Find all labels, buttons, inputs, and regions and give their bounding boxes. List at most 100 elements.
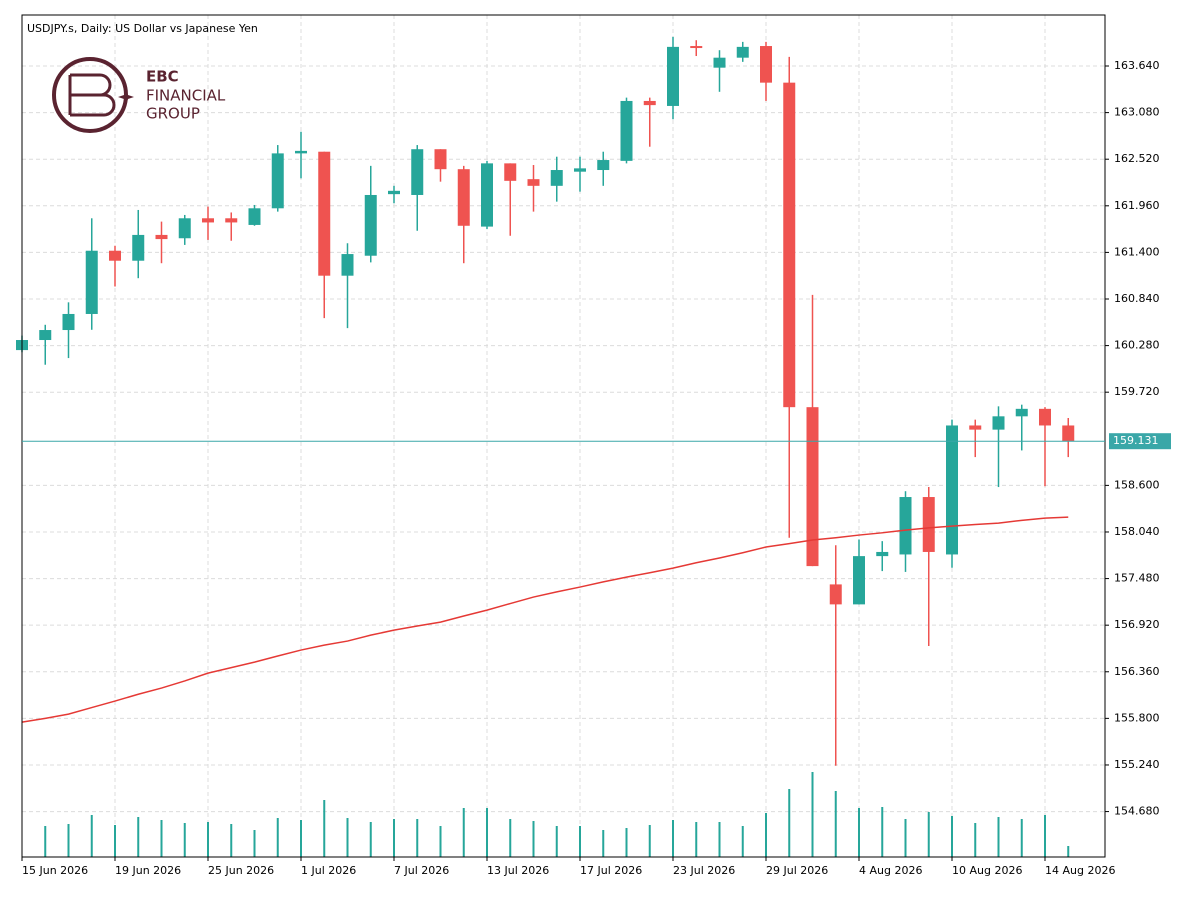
candle-body bbox=[1062, 425, 1075, 442]
volume-bar bbox=[765, 813, 767, 857]
volume-bar bbox=[346, 818, 349, 857]
volume-bar bbox=[532, 821, 535, 857]
volume-bar bbox=[90, 815, 93, 857]
volume-bar bbox=[230, 824, 233, 857]
candle-body bbox=[434, 149, 447, 170]
volume-bar bbox=[369, 822, 372, 857]
volume-bar bbox=[951, 816, 953, 857]
volume-bar bbox=[114, 825, 116, 857]
volume-bar bbox=[927, 812, 930, 857]
volume-bar bbox=[300, 820, 302, 857]
volume-bar bbox=[137, 817, 140, 857]
candle-body bbox=[667, 46, 679, 106]
y-tick-label: 160.280 bbox=[1114, 339, 1160, 352]
candle-body bbox=[39, 330, 52, 341]
candle-body bbox=[783, 82, 796, 408]
y-tick-label: 157.480 bbox=[1114, 572, 1160, 585]
y-tick-label: 155.240 bbox=[1114, 758, 1160, 771]
candle-body bbox=[62, 313, 75, 331]
y-tick-label: 158.040 bbox=[1114, 525, 1160, 538]
candle-body bbox=[829, 584, 842, 605]
candle-body bbox=[597, 160, 610, 171]
candle-body bbox=[713, 57, 726, 68]
candle-body bbox=[364, 194, 377, 256]
y-tick-label: 154.680 bbox=[1114, 805, 1160, 818]
candle-body bbox=[899, 497, 912, 555]
candle-body bbox=[504, 163, 517, 181]
x-tick-label: 1 Jul 2026 bbox=[301, 864, 356, 877]
volume-bar bbox=[323, 800, 326, 857]
logo-line1: FINANCIAL bbox=[146, 87, 226, 105]
volume-bar bbox=[276, 818, 279, 857]
volume-bar bbox=[997, 817, 1000, 857]
x-tick-label: 13 Jul 2026 bbox=[487, 864, 549, 877]
y-tick-label: 156.360 bbox=[1114, 665, 1160, 678]
candle-body bbox=[225, 218, 238, 223]
volume-bar bbox=[462, 808, 465, 857]
y-tick-label: 162.520 bbox=[1114, 152, 1160, 165]
candle-body bbox=[202, 218, 214, 223]
candle-body bbox=[922, 497, 935, 552]
y-tick-label: 158.600 bbox=[1114, 478, 1160, 491]
volume-bar bbox=[974, 823, 977, 857]
logo-line2: GROUP bbox=[146, 105, 200, 123]
candle-body bbox=[992, 416, 1005, 430]
volume-bar bbox=[486, 808, 488, 857]
volume-bar bbox=[741, 826, 744, 857]
y-tick-label: 161.400 bbox=[1114, 245, 1160, 258]
candle-body bbox=[132, 234, 145, 261]
volume-bar bbox=[416, 819, 419, 857]
grid-layer bbox=[21, 15, 1105, 857]
moving-average bbox=[21, 516, 1069, 723]
volume-bar bbox=[207, 822, 209, 857]
x-tick-label: 17 Jul 2026 bbox=[580, 864, 642, 877]
y-tick-label: 160.840 bbox=[1114, 292, 1160, 305]
volume-bar bbox=[1044, 815, 1046, 857]
x-tick-label: 23 Jul 2026 bbox=[673, 864, 735, 877]
volume-bar bbox=[811, 772, 814, 857]
x-tick-label: 10 Aug 2026 bbox=[952, 864, 1022, 877]
volume-bar bbox=[858, 808, 860, 857]
candle-body bbox=[620, 100, 633, 161]
volume-bar bbox=[1020, 819, 1023, 857]
logo-mark: EBC bbox=[146, 68, 179, 86]
candle-body bbox=[271, 153, 284, 209]
volume-bar bbox=[1067, 846, 1070, 857]
candle-body bbox=[457, 169, 470, 226]
volume-bar bbox=[904, 819, 907, 857]
volume-bar bbox=[509, 819, 512, 857]
candle-body bbox=[109, 250, 121, 261]
plot-frame bbox=[21, 14, 1106, 858]
volume-bar bbox=[67, 824, 70, 857]
logo-star bbox=[118, 89, 134, 105]
marks-layer bbox=[16, 36, 1075, 857]
volume-bar bbox=[834, 791, 837, 857]
volume-bar bbox=[602, 830, 605, 857]
candle-body bbox=[295, 150, 307, 154]
candle-body bbox=[643, 100, 656, 106]
x-tick-label: 25 Jun 2026 bbox=[208, 864, 274, 877]
x-tick-label: 4 Aug 2026 bbox=[859, 864, 922, 877]
chart-title: USDJPY.s, Daily: US Dollar vs Japanese Y… bbox=[27, 22, 258, 35]
x-tick-label: 19 Jun 2026 bbox=[115, 864, 181, 877]
candle-body bbox=[341, 254, 354, 276]
candle-body bbox=[248, 208, 261, 225]
volume-bar bbox=[695, 822, 698, 857]
candle-body bbox=[388, 190, 400, 195]
logo-glyph bbox=[68, 73, 116, 117]
volume-bar bbox=[579, 826, 581, 857]
candle-body bbox=[155, 234, 168, 240]
candle-body bbox=[527, 179, 540, 186]
volume-bar bbox=[788, 789, 791, 857]
candle-body bbox=[411, 149, 424, 195]
volume-bar bbox=[253, 830, 256, 857]
y-tick-label: 155.800 bbox=[1114, 711, 1160, 724]
x-tick-label: 15 Jun 2026 bbox=[22, 864, 88, 877]
volume-bar bbox=[648, 825, 651, 857]
volume-bar bbox=[44, 826, 47, 857]
candle-body bbox=[178, 218, 191, 239]
candle-body bbox=[760, 46, 772, 83]
candle-body bbox=[690, 46, 703, 49]
volume-bar bbox=[555, 826, 558, 857]
